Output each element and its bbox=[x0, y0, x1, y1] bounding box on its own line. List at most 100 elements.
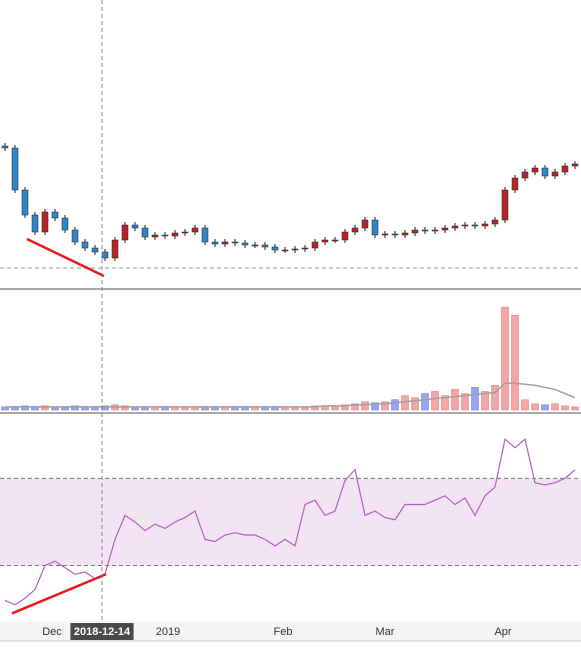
volume-bar bbox=[461, 393, 469, 411]
candle-body bbox=[401, 232, 409, 236]
candle-body bbox=[81, 241, 89, 249]
volume-bar bbox=[121, 405, 129, 411]
candle-body bbox=[481, 223, 489, 227]
volume-bar bbox=[481, 391, 489, 411]
candle-body bbox=[231, 241, 239, 244]
candle-body bbox=[111, 239, 119, 259]
candle-body bbox=[311, 241, 319, 249]
candle-body bbox=[571, 163, 579, 167]
volume-bar bbox=[421, 393, 429, 411]
volume-bar bbox=[391, 399, 399, 411]
candle-body bbox=[421, 229, 429, 232]
candle-body bbox=[371, 219, 379, 236]
candle-body bbox=[151, 234, 159, 238]
candle-body bbox=[211, 241, 219, 245]
candle-body bbox=[431, 229, 439, 232]
candle-body bbox=[471, 224, 479, 227]
candle-body bbox=[521, 171, 529, 179]
candle-body bbox=[121, 224, 129, 241]
volume-bar bbox=[351, 403, 359, 411]
volume-bar bbox=[341, 404, 349, 411]
candle-body bbox=[271, 246, 279, 251]
candle-body bbox=[551, 171, 559, 177]
x-axis-strip bbox=[0, 621, 581, 641]
volume-bar bbox=[441, 395, 449, 411]
volume-bar bbox=[381, 401, 389, 411]
candle-body bbox=[1, 145, 9, 149]
volume-bar bbox=[511, 315, 519, 411]
candle-body bbox=[391, 233, 399, 236]
candle-body bbox=[41, 211, 49, 233]
volume-bar bbox=[491, 385, 499, 411]
candle-body bbox=[201, 227, 209, 243]
x-tick-label: Apr bbox=[494, 626, 511, 638]
candle-body bbox=[331, 239, 339, 242]
candle-body bbox=[181, 231, 189, 234]
candle-body bbox=[541, 167, 549, 177]
crosshair-label-box bbox=[70, 623, 134, 640]
volume-bar bbox=[471, 387, 479, 411]
candle-body bbox=[301, 247, 309, 250]
volume-bar bbox=[551, 403, 559, 411]
volume-bar bbox=[561, 405, 569, 411]
candle-body bbox=[381, 233, 389, 236]
volume-bar bbox=[541, 404, 549, 411]
candle-body bbox=[561, 165, 569, 173]
crosshair-label: 2018-12-14 bbox=[74, 626, 131, 638]
candle-body bbox=[191, 227, 199, 233]
candle-body bbox=[451, 225, 459, 229]
candle-body bbox=[171, 232, 179, 237]
volume-bar bbox=[361, 401, 369, 411]
candle-body bbox=[501, 189, 509, 221]
volume-bar bbox=[41, 405, 49, 411]
candle-body bbox=[91, 247, 99, 253]
volume-bar bbox=[571, 406, 579, 411]
candle-body bbox=[361, 219, 369, 229]
candle-body bbox=[491, 219, 499, 225]
volume-bar bbox=[521, 399, 529, 411]
candle-body bbox=[21, 189, 29, 216]
candle-body bbox=[101, 251, 109, 259]
candle-body bbox=[141, 227, 149, 238]
x-tick-label: Mar bbox=[376, 626, 395, 638]
x-tick-label: Dec bbox=[42, 626, 62, 638]
volume-bar bbox=[71, 405, 79, 411]
volume-bar bbox=[531, 403, 539, 411]
volume-bar bbox=[311, 405, 319, 411]
candle-body bbox=[351, 227, 359, 233]
volume-bar bbox=[501, 306, 509, 411]
candle-body bbox=[261, 244, 269, 248]
candle-body bbox=[461, 224, 469, 227]
x-tick-label: 2019 bbox=[156, 626, 180, 638]
candle-body bbox=[281, 249, 289, 252]
candle-body bbox=[511, 177, 519, 191]
trendline bbox=[11, 573, 107, 615]
candle-body bbox=[51, 211, 59, 219]
candle-body bbox=[131, 224, 139, 229]
x-tick-label: Feb bbox=[274, 626, 293, 638]
candle-body bbox=[341, 231, 349, 241]
candle-body bbox=[441, 227, 449, 231]
candle-body bbox=[11, 147, 19, 191]
candle-body bbox=[251, 244, 259, 247]
trendline bbox=[26, 237, 105, 278]
volume-bar bbox=[21, 405, 29, 411]
candle-body bbox=[71, 229, 79, 243]
candle-body bbox=[411, 229, 419, 234]
candle-body bbox=[221, 241, 229, 245]
candle-body bbox=[161, 234, 169, 237]
candle-body bbox=[321, 239, 329, 243]
volume-ma bbox=[5, 382, 576, 408]
volume-bar bbox=[401, 395, 409, 411]
candle-body bbox=[31, 214, 39, 233]
candle-body bbox=[241, 242, 249, 246]
candle-body bbox=[291, 248, 299, 251]
rsi-band bbox=[0, 478, 581, 566]
volume-bar bbox=[371, 402, 379, 411]
volume-bar bbox=[451, 389, 459, 411]
candle-body bbox=[531, 167, 539, 173]
volume-bar bbox=[431, 391, 439, 411]
candle-body bbox=[61, 217, 69, 231]
volume-bar bbox=[411, 397, 419, 411]
